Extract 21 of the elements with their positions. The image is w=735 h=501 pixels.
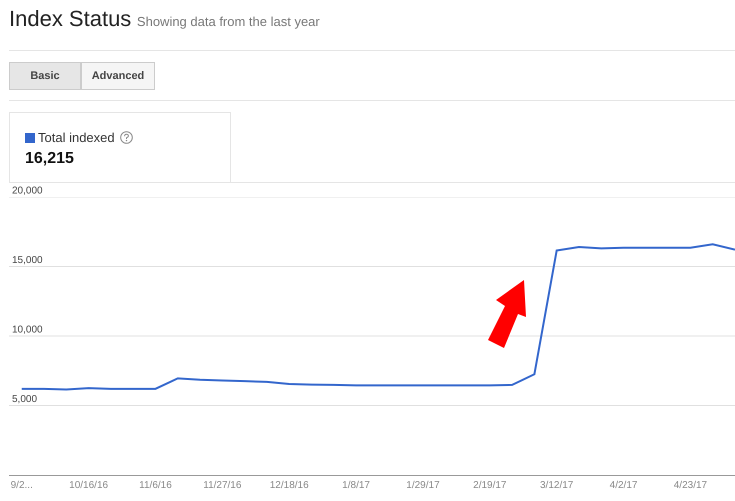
x-tick-label: 10/16/16 [69,480,109,491]
y-tick-label: 5,000 [12,394,38,405]
x-tick-label: 11/27/16 [203,480,242,491]
x-tick-label: 4/23/17 [674,480,708,491]
x-tick-label: 4/2/17 [610,480,638,491]
text: Advanced [81,62,155,90]
text: 16,215 [25,150,74,168]
x-tick-label: 2/19/17 [473,480,507,491]
y-tick-label: 10,000 [12,324,44,336]
y-tick-label: 15,000 [12,255,44,266]
x-tick-label: 1/29/17 [406,480,440,491]
x-tick-label: 9/2... [10,480,33,491]
y-tick-label: 20,000 [12,186,44,196]
x-tick-label: 1/8/17 [342,480,370,491]
text: Basic [9,62,81,90]
chart-title: Index Status [9,6,132,31]
legend-label: Total indexed [38,130,115,145]
x-tick-label: 11/6/16 [139,480,172,491]
chart-subtitle: Showing data from the last year [136,14,320,29]
x-tick-label: 3/12/17 [540,480,574,491]
x-tick-label: 12/18/16 [270,480,310,491]
